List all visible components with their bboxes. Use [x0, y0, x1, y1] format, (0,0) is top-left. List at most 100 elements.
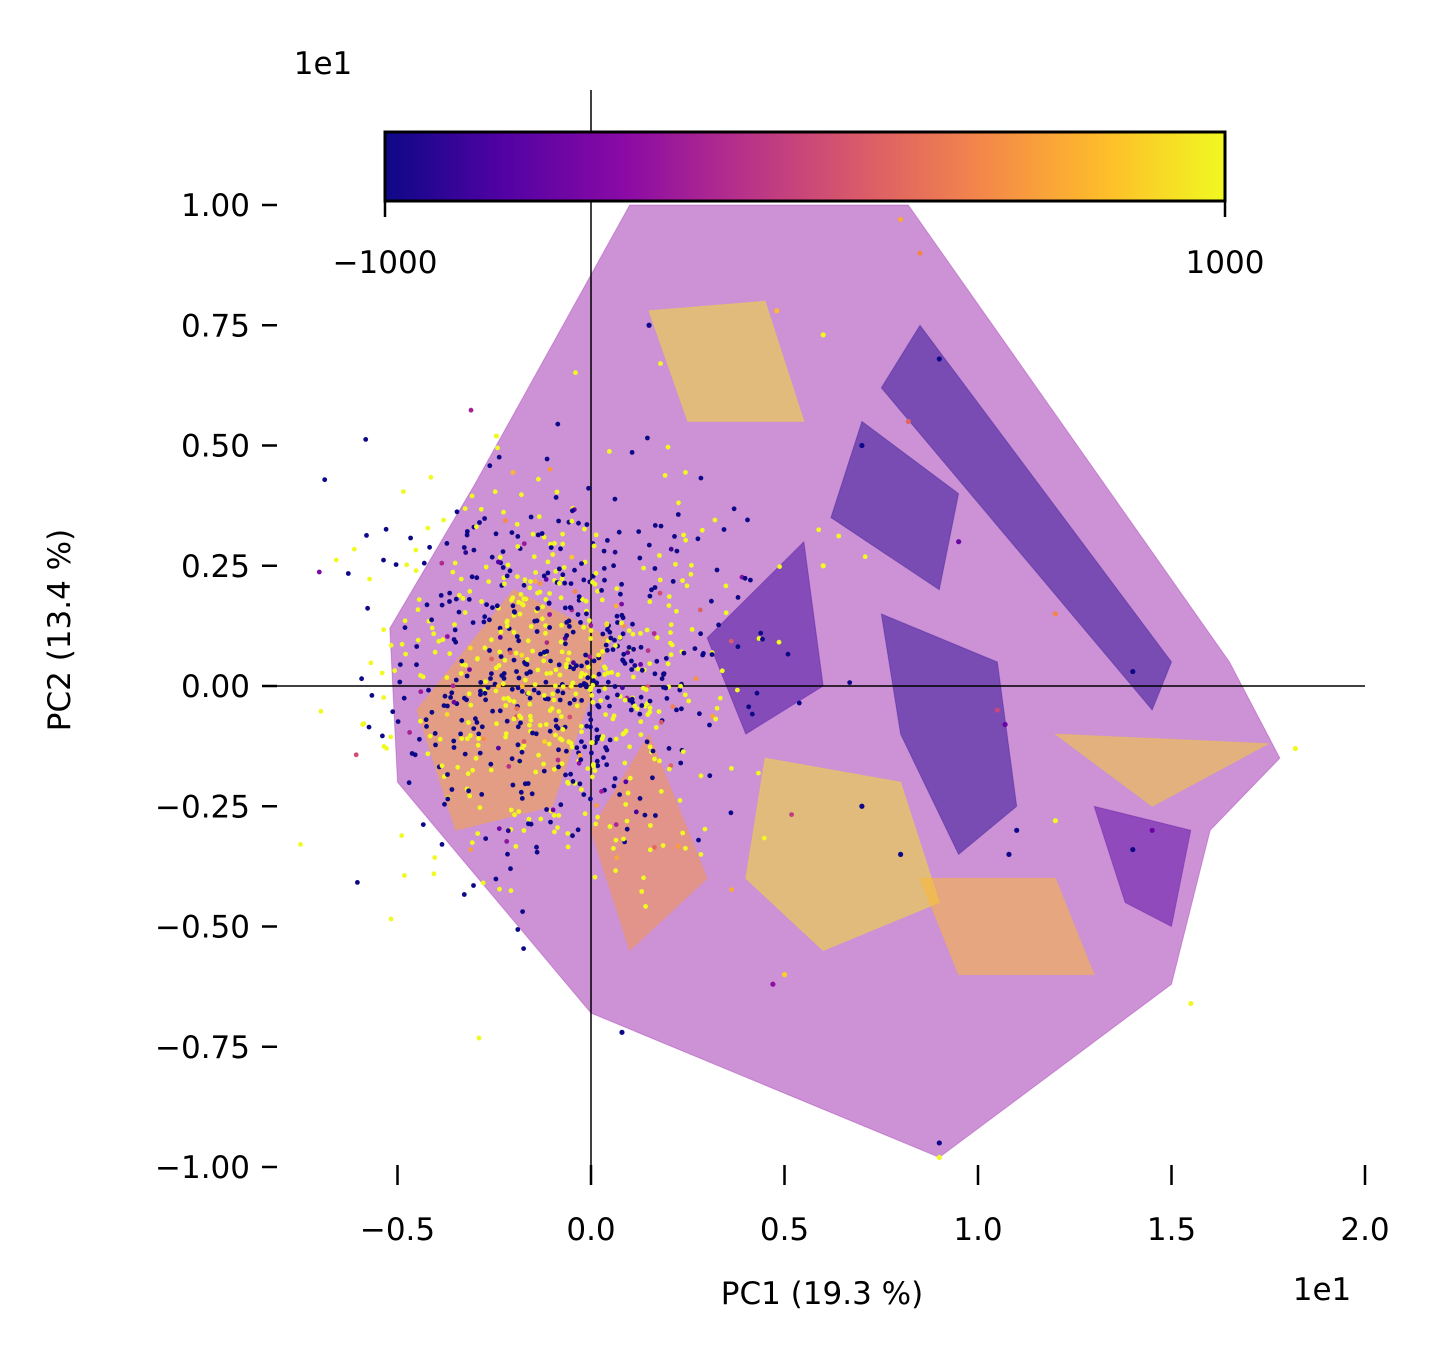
data-point — [569, 554, 575, 560]
data-point — [584, 611, 589, 617]
data-point — [623, 802, 629, 807]
data-point — [528, 514, 534, 520]
data-point — [439, 602, 445, 608]
data-point — [567, 624, 572, 629]
data-point — [538, 816, 544, 822]
data-point — [588, 636, 594, 641]
data-point — [486, 579, 492, 584]
data-point — [494, 433, 500, 439]
data-point — [728, 638, 734, 644]
data-point — [666, 603, 672, 608]
data-point — [632, 663, 638, 668]
data-point — [647, 744, 653, 750]
data-point — [591, 658, 597, 664]
data-point — [613, 603, 619, 609]
data-point — [397, 662, 403, 667]
data-point — [502, 581, 507, 587]
data-point — [537, 581, 543, 586]
data-point — [451, 699, 457, 705]
data-point — [637, 555, 643, 561]
data-point — [535, 532, 541, 538]
data-point — [658, 789, 664, 794]
data-point — [536, 690, 541, 696]
data-point — [496, 454, 502, 460]
data-point — [478, 680, 484, 685]
data-point — [454, 509, 460, 515]
data-point — [481, 736, 487, 742]
data-point — [536, 752, 541, 758]
data-point — [381, 627, 386, 633]
data-point — [497, 886, 502, 892]
data-point — [607, 449, 612, 454]
data-point — [677, 687, 683, 693]
data-point — [654, 635, 660, 641]
data-point — [489, 637, 494, 643]
data-point — [355, 880, 360, 885]
data-point — [555, 757, 561, 763]
data-point — [525, 781, 531, 786]
data-point — [578, 723, 584, 729]
data-point — [600, 631, 606, 637]
colorbar-tick-label: −1000 — [333, 245, 438, 281]
data-point — [632, 703, 638, 709]
data-point — [459, 717, 465, 723]
data-point — [605, 679, 611, 685]
data-point — [582, 559, 588, 565]
data-point — [571, 666, 576, 672]
data-point — [781, 972, 788, 978]
data-point — [607, 703, 612, 709]
data-point — [756, 770, 761, 776]
data-point — [541, 658, 546, 664]
data-point — [439, 763, 445, 769]
data-point — [586, 618, 592, 623]
data-point — [565, 831, 571, 836]
data-point — [729, 887, 734, 892]
data-point — [614, 855, 620, 861]
data-point — [579, 698, 584, 703]
x-tick-label: 1.0 — [953, 1212, 1002, 1248]
data-point — [453, 596, 459, 602]
x-tick-label: 1.5 — [1147, 1212, 1196, 1248]
data-point — [561, 565, 567, 570]
data-point — [542, 739, 547, 744]
data-point — [471, 883, 476, 888]
data-point — [473, 716, 478, 722]
data-point — [345, 571, 351, 576]
data-point — [683, 537, 689, 543]
data-point — [519, 652, 525, 658]
data-point — [579, 739, 584, 744]
data-point — [675, 512, 681, 517]
data-point — [418, 689, 424, 695]
data-point — [470, 767, 475, 773]
data-point — [558, 639, 564, 645]
data-point — [582, 744, 588, 750]
data-point — [594, 727, 600, 733]
data-point — [427, 733, 433, 739]
data-point — [478, 506, 484, 512]
data-point — [363, 437, 369, 442]
data-point — [562, 605, 568, 611]
data-point — [431, 631, 437, 637]
data-point — [590, 579, 595, 585]
data-point — [761, 835, 767, 841]
data-point — [1130, 668, 1136, 675]
data-point — [638, 662, 643, 667]
data-point — [588, 717, 594, 723]
data-point — [596, 704, 602, 710]
data-point — [543, 623, 548, 628]
data-point — [509, 686, 515, 692]
data-point — [353, 752, 359, 758]
data-point — [576, 760, 582, 766]
data-point — [580, 596, 585, 602]
data-point — [511, 716, 517, 722]
data-point — [497, 708, 503, 714]
data-point — [462, 751, 468, 757]
data-point — [543, 679, 549, 685]
data-point — [489, 554, 495, 560]
data-point — [668, 640, 673, 646]
data-point — [517, 611, 523, 617]
data-point — [568, 740, 574, 746]
data-point — [585, 675, 591, 681]
data-point — [623, 728, 629, 734]
data-point — [576, 520, 581, 526]
